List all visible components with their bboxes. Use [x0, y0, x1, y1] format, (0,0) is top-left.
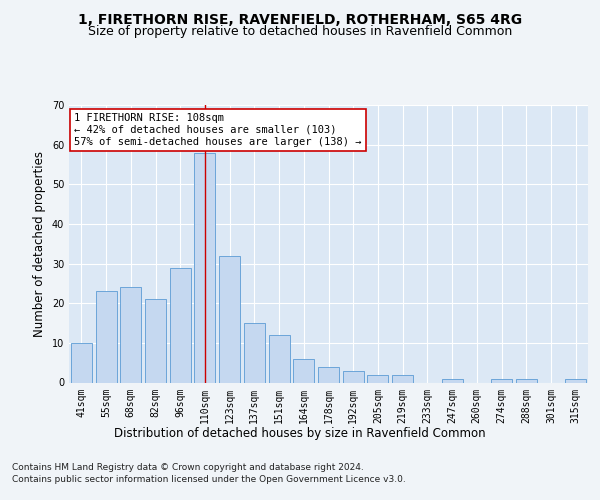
Y-axis label: Number of detached properties: Number of detached properties [33, 151, 46, 337]
Bar [244, 323, 265, 382]
Bar [219, 256, 240, 382]
Text: 1, FIRETHORN RISE, RAVENFIELD, ROTHERHAM, S65 4RG: 1, FIRETHORN RISE, RAVENFIELD, ROTHERHAM… [78, 12, 522, 26]
Text: 1 FIRETHORN RISE: 108sqm
← 42% of detached houses are smaller (103)
57% of semi-: 1 FIRETHORN RISE: 108sqm ← 42% of detach… [74, 114, 362, 146]
Bar [95, 292, 116, 382]
Bar [194, 152, 215, 382]
Text: Distribution of detached houses by size in Ravenfield Common: Distribution of detached houses by size … [114, 428, 486, 440]
Bar [516, 378, 537, 382]
Text: Contains public sector information licensed under the Open Government Licence v3: Contains public sector information licen… [12, 475, 406, 484]
Bar [343, 370, 364, 382]
Bar [565, 378, 586, 382]
Bar [293, 358, 314, 382]
Bar [491, 378, 512, 382]
Bar [71, 343, 92, 382]
Bar [269, 335, 290, 382]
Bar [392, 374, 413, 382]
Bar [442, 378, 463, 382]
Text: Size of property relative to detached houses in Ravenfield Common: Size of property relative to detached ho… [88, 25, 512, 38]
Bar [145, 299, 166, 382]
Bar [120, 288, 141, 382]
Bar [170, 268, 191, 382]
Bar [367, 374, 388, 382]
Text: Contains HM Land Registry data © Crown copyright and database right 2024.: Contains HM Land Registry data © Crown c… [12, 462, 364, 471]
Bar [318, 366, 339, 382]
